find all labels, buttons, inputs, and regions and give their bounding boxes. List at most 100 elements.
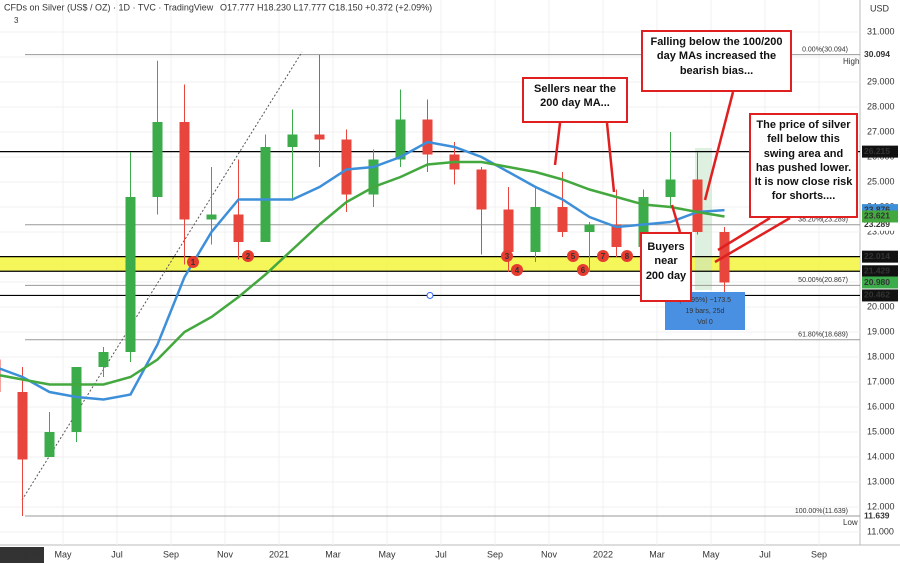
measure-handle (426, 291, 434, 299)
arrow (714, 216, 791, 264)
arrow (605, 122, 616, 193)
level-side-label: Low (843, 518, 858, 527)
price-tag (862, 289, 898, 302)
measure-text: Vol 0 (697, 319, 713, 326)
moving-average (0, 160, 725, 386)
price-tag-label: 21.429 (864, 266, 890, 276)
candle-body (557, 207, 568, 232)
y-tick-label: 29.000 (867, 76, 895, 86)
arrow (717, 216, 771, 252)
candle-body (44, 432, 55, 457)
candle-body (98, 352, 109, 367)
candle-body (260, 147, 271, 242)
annotation: Buyers near 200 day (640, 232, 692, 302)
candle-body (341, 139, 352, 195)
x-tick-label: May (54, 549, 72, 559)
x-tick-label: Jul (759, 549, 771, 559)
y-tick-label: 14.000 (867, 451, 895, 461)
annotation: Sellers near the 200 day MA... (522, 77, 628, 123)
swing-marker (621, 250, 633, 262)
y-tick-label: 25.000 (867, 176, 895, 186)
indicator-count: 3 (14, 16, 19, 25)
price-tag (862, 510, 898, 523)
candle-body (233, 214, 244, 242)
x-tick-label: Jul (111, 549, 123, 559)
annotation: Falling below the 100/200 day MAs increa… (641, 30, 792, 92)
price-tag-label: 30.094 (864, 49, 890, 59)
candle-body (368, 159, 379, 195)
trend-line (21, 51, 303, 501)
swing-marker (242, 250, 254, 262)
y-tick-label: 17.000 (867, 376, 895, 386)
price-tag-label: 23.621 (864, 211, 890, 221)
candle-body (638, 197, 649, 247)
y-tick-label: 16.000 (867, 401, 895, 411)
y-tick-label: 15.000 (867, 426, 895, 436)
quote: O17.777 H18.230 L17.777 C18.150 +0.372 (… (220, 2, 432, 12)
chart-title: CFDs on Silver (US$ / OZ) · 1D · TVC · T… (4, 2, 214, 12)
x-tick-label: Sep (163, 549, 179, 559)
swing-marker (597, 250, 609, 262)
price-tag (862, 250, 898, 263)
price-tag-label: 23.289 (864, 219, 890, 229)
y-tick-label: 27.000 (867, 126, 895, 136)
x-tick-label: Mar (649, 549, 665, 559)
arrow (670, 204, 682, 233)
start-date-box (0, 547, 44, 563)
price-tag (862, 265, 898, 278)
y-tick-label: 31.000 (867, 26, 895, 36)
price-tag-label: 22.014 (864, 251, 890, 261)
fib-label: 0.00%(30.094) (802, 46, 848, 53)
x-tick-label: 18 Feb '20 (1, 549, 43, 559)
candle-body (503, 209, 514, 252)
candle-body (476, 169, 487, 210)
swing-marker-label: 6 (581, 266, 586, 275)
x-tick-label: Nov (217, 549, 234, 559)
candle-body (422, 119, 433, 155)
swing-marker-label: 7 (601, 252, 606, 261)
arrow (703, 91, 735, 201)
x-tick-label: 2021 (269, 549, 289, 559)
candle-body (665, 179, 676, 197)
candle-body (17, 392, 28, 460)
fib-label: 50.00%(20.867) (798, 277, 848, 284)
swing-marker (187, 256, 199, 268)
swing-marker-label: 4 (515, 266, 520, 275)
candle-body (125, 197, 136, 352)
y-tick-label: 23.000 (867, 226, 895, 236)
price-tag (862, 145, 898, 158)
price-tag (862, 210, 898, 223)
x-tick-label: May (378, 549, 396, 559)
x-tick-label: Jul (435, 549, 447, 559)
x-tick-label: Sep (811, 549, 827, 559)
level-side-label: High (843, 57, 859, 66)
swing-marker (567, 250, 579, 262)
measure-text: 19 bars, 25d (686, 308, 725, 315)
candle-body (692, 179, 703, 232)
x-tick-label: Mar (325, 549, 341, 559)
candle-body (395, 119, 406, 160)
y-tick-label: 18.000 (867, 351, 895, 361)
x-tick-label: Nov (541, 549, 558, 559)
candle-body (152, 122, 163, 197)
swing-marker-label: 5 (571, 252, 576, 261)
price-tag (862, 276, 898, 289)
swing-marker (577, 264, 589, 276)
arrow (553, 122, 562, 166)
y-tick-label: 19.000 (867, 326, 895, 336)
y-tick-label: 13.000 (867, 476, 895, 486)
swing-marker-label: 2 (246, 252, 251, 261)
x-tick-label: 2022 (593, 549, 613, 559)
annotation: The price of silver fell below this swin… (749, 113, 858, 218)
price-tag-label: 11.639 (864, 510, 890, 520)
price-tag-label: 20.980 (864, 277, 890, 287)
plot: 0.00%(30.094) High 38.20%(23.289) 50.00%(20… (0, 46, 860, 527)
x-tick-label: May (702, 549, 720, 559)
candle-body (611, 224, 622, 247)
candle-body (530, 207, 541, 252)
candle-body (584, 224, 595, 232)
measure-text: (−7.95%) −173.5 (679, 297, 731, 304)
swing-marker-label: 1 (191, 258, 196, 267)
